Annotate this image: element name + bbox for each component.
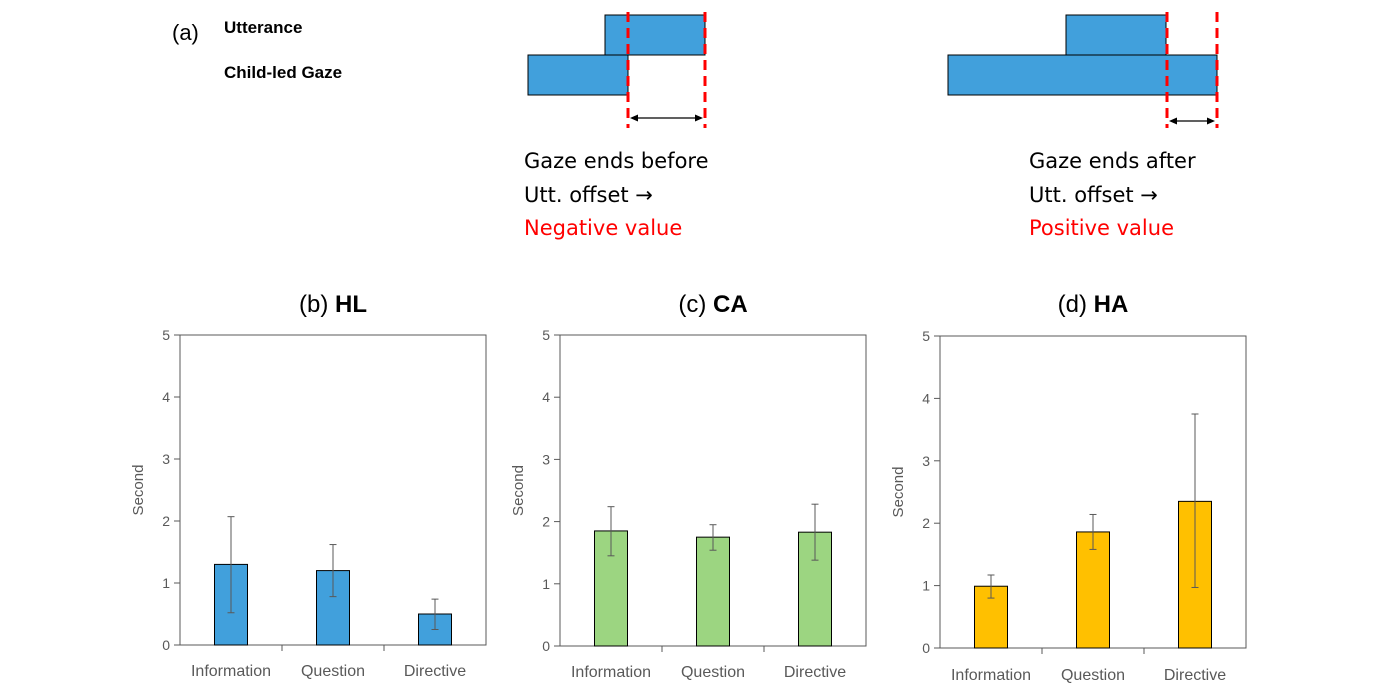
y-axis-label: Second xyxy=(130,465,147,516)
chart-title-text: HL xyxy=(335,291,367,318)
chart-panel-label: (b) xyxy=(299,291,335,318)
left-utterance-bar xyxy=(604,14,706,56)
y-tick-label: 4 xyxy=(922,390,930,406)
right-gaze-bar xyxy=(947,54,1218,96)
y-tick-label: 3 xyxy=(162,451,170,467)
y-tick-label: 1 xyxy=(922,578,930,594)
y-tick-label: 3 xyxy=(922,453,930,469)
x-category-label: Directive xyxy=(404,663,466,680)
y-tick-label: 4 xyxy=(542,389,550,405)
right-arrowhead-right xyxy=(1207,117,1215,125)
x-category-label: Information xyxy=(951,667,1031,684)
diagram-panel-label: (a) xyxy=(172,20,199,45)
y-tick-label: 1 xyxy=(542,576,550,592)
x-category-label: Question xyxy=(301,663,365,680)
chart-hl: (b) HL 0 1 2 3 4 5 Second Information Question Dir… xyxy=(130,291,487,680)
error-bar xyxy=(329,544,337,598)
left-caption-line2: Utt. offset → xyxy=(524,183,653,207)
left-caption-line1: Gaze ends before xyxy=(524,149,709,173)
error-bar xyxy=(811,503,819,561)
chart-panel-label: (c) xyxy=(678,291,713,318)
chart-ca: (c) CA 0 1 2 3 4 5 Second Information Question Dir… xyxy=(510,291,867,681)
x-category-label: Question xyxy=(681,664,745,681)
error-bar xyxy=(1191,413,1199,588)
error-bar xyxy=(987,574,995,599)
right-utterance-bar xyxy=(1065,14,1167,56)
chart-title: (c) CA xyxy=(678,291,747,318)
y-axis-label: Second xyxy=(890,467,907,518)
y-axis-label: Second xyxy=(510,465,527,516)
y-tick-label: 4 xyxy=(162,389,170,405)
y-tick-label: 0 xyxy=(542,638,550,654)
x-category-label: Information xyxy=(571,664,651,681)
y-tick-label: 0 xyxy=(922,640,930,656)
gaze-row-label: Child-led Gaze xyxy=(224,63,342,82)
y-tick-label: 3 xyxy=(542,451,550,467)
bar-question xyxy=(696,536,730,647)
y-tick-label: 0 xyxy=(162,637,170,653)
x-category-label: Information xyxy=(191,663,271,680)
y-tick-label: 5 xyxy=(162,327,170,343)
left-caption-line3: Negative value xyxy=(524,216,682,240)
error-bar xyxy=(607,506,615,557)
y-tick-label: 5 xyxy=(542,327,550,343)
chart-ha: (d) HA 0 1 2 3 4 5 Second Information Question Dir… xyxy=(890,291,1247,684)
x-category-label: Question xyxy=(1061,667,1125,684)
y-tick-label: 5 xyxy=(922,328,930,344)
right-caption-line1: Gaze ends after xyxy=(1029,149,1196,173)
y-tick-label: 2 xyxy=(162,513,170,529)
bar-question xyxy=(1076,531,1110,649)
y-tick-label: 2 xyxy=(542,514,550,530)
x-category-label: Directive xyxy=(784,664,846,681)
x-category-label: Directive xyxy=(1164,667,1226,684)
error-bar xyxy=(227,516,235,614)
left-gaze-bar xyxy=(527,54,629,96)
chart-panel-label: (d) xyxy=(1058,291,1094,318)
bar-charts: (b) HL 0 1 2 3 4 5 Second Information Question Dir… xyxy=(130,291,1247,684)
right-caption-line3: Positive value xyxy=(1029,216,1174,240)
y-tick-label: 1 xyxy=(162,575,170,591)
error-bar xyxy=(431,598,439,630)
right-arrowhead-left xyxy=(1169,117,1177,125)
y-tick-label: 2 xyxy=(922,515,930,531)
right-caption-line2: Utt. offset → xyxy=(1029,183,1158,207)
chart-title-text: CA xyxy=(713,291,748,318)
utterance-row-label: Utterance xyxy=(224,18,302,37)
left-arrowhead-right xyxy=(695,114,703,122)
timing-diagram: (a) Utterance Child-led Gaze Gaze ends b… xyxy=(172,12,1219,240)
error-bar xyxy=(1089,513,1097,550)
chart-title-text: HA xyxy=(1094,291,1129,318)
left-arrowhead-left xyxy=(630,114,638,122)
chart-title: (b) HL xyxy=(299,291,367,318)
chart-title: (d) HA xyxy=(1058,291,1129,318)
error-bar xyxy=(709,524,717,551)
